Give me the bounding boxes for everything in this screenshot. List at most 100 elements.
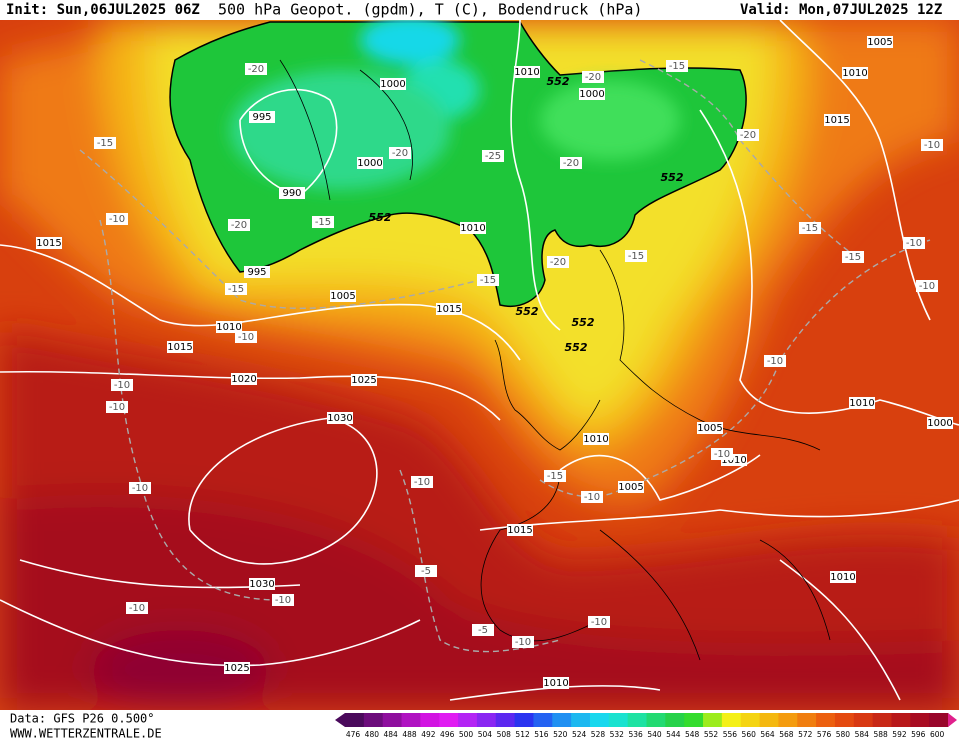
temperature-label-box [799,222,821,234]
isobar-label: 1015 [507,525,532,536]
temperature-label: -20 [563,158,579,169]
scale-swatch [740,713,761,727]
scale-label: 492 [421,730,436,739]
scale-swatch [721,713,742,727]
scale-label: 584 [855,730,870,739]
temperature-label-box [389,147,411,159]
temperature-label-box [94,137,116,149]
isobar-label: 1010 [583,434,608,445]
temperature-label: -20 [740,130,756,141]
temperature-label-box [312,216,334,228]
isobar-label: 1005 [697,423,722,434]
scale-label: 544 [666,730,681,739]
scale-label: 532 [610,730,625,739]
scale-swatch [608,713,629,727]
isobar-label-box [514,66,540,78]
isobar-label: 1010 [514,67,539,78]
scale-swatch [476,713,497,727]
isobar-label-box [357,157,383,169]
scale-label: 552 [704,730,719,739]
scale-label: 564 [760,730,775,739]
scale-label: 556 [723,730,738,739]
scale-swatch [684,713,704,727]
scale-swatch [929,713,949,727]
temperature-label: -10 [238,332,254,343]
scale-swatch [627,713,647,727]
scale-label: 484 [384,730,399,739]
isobar-label: 1015 [824,115,849,126]
scale-label: 548 [685,730,700,739]
temperature-label-box [415,565,437,577]
scale-label: 560 [742,730,757,739]
temperature-label-box [903,237,925,249]
isobar-label-box [380,78,406,90]
isobar-label-box [351,374,377,386]
temperature-label-box [582,71,604,83]
scale-label: 536 [628,730,643,739]
isobar-label-box [618,481,644,493]
isobar-label: 1015 [167,342,192,353]
temperature-label-box [411,476,433,488]
temperature-label: -25 [485,151,501,162]
isobar-label-box [244,266,270,278]
temperature-label-box [225,283,247,295]
scale-swatch [382,713,403,727]
scale-label: 540 [647,730,662,739]
temperature-label: -10 [109,214,125,225]
coastlines [279,59,831,661]
temperature-label-box [106,401,128,413]
isobar-label-box [216,321,242,333]
temperature-label: -10 [714,449,730,460]
isobar-label: 1010 [721,455,746,466]
temperature-label: -10 [414,477,430,488]
temperature-label: -15 [628,251,644,262]
isobar-label: 990 [282,188,301,199]
temperature-label: -10 [132,483,148,494]
temperature-label: -20 [231,220,247,231]
isobar-label-box [231,373,257,385]
scale-label: 592 [892,730,907,739]
scale-label: 572 [798,730,813,739]
isobar-label-box [460,222,486,234]
scale-label: 580 [836,730,851,739]
temperature-label-box [737,129,759,141]
temperature-label: -20 [248,64,264,75]
temperature-label-box [235,331,257,343]
scale-arrow-right [948,713,957,727]
isobar-label: 1020 [231,374,256,385]
data-source: Data: GFS P26 0.500° [10,712,155,726]
scale-swatch [646,713,666,727]
isobar-label-box [543,677,569,689]
temperature-label: -15 [97,138,113,149]
isobar-label: 1000 [380,79,405,90]
isobar-label-box [697,422,723,434]
isobars [0,20,959,701]
temperature-label: -10 [109,402,125,413]
scale-label: 508 [497,730,512,739]
scale-label: 588 [873,730,888,739]
temperature-label-box [544,470,566,482]
height-label: 552 [572,316,595,329]
isobar-label-box [36,237,62,249]
isobar-label: 1005 [618,482,643,493]
temperature-label-box [581,491,603,503]
scale-label: 504 [478,730,493,739]
scale-label: 516 [534,730,549,739]
scale-swatch [458,713,478,727]
scale-label: 512 [515,730,530,739]
scale-label: 576 [817,730,832,739]
isobar-label: 1005 [867,37,892,48]
height-label: 552 [565,341,588,354]
temperature-label-box [916,280,938,292]
valid-time: Valid: Mon,07JUL2025 12Z [740,2,942,18]
scale-swatch [834,713,855,727]
isobar-label-box [849,397,875,409]
isobar-label: 995 [247,267,266,278]
scale-swatch [514,713,534,727]
scale-swatch [910,713,930,727]
temperature-label-box [625,250,647,262]
isobar-label-box [824,114,850,126]
isobar-label: 1000 [927,418,952,429]
temperature-label: -5 [478,625,488,636]
